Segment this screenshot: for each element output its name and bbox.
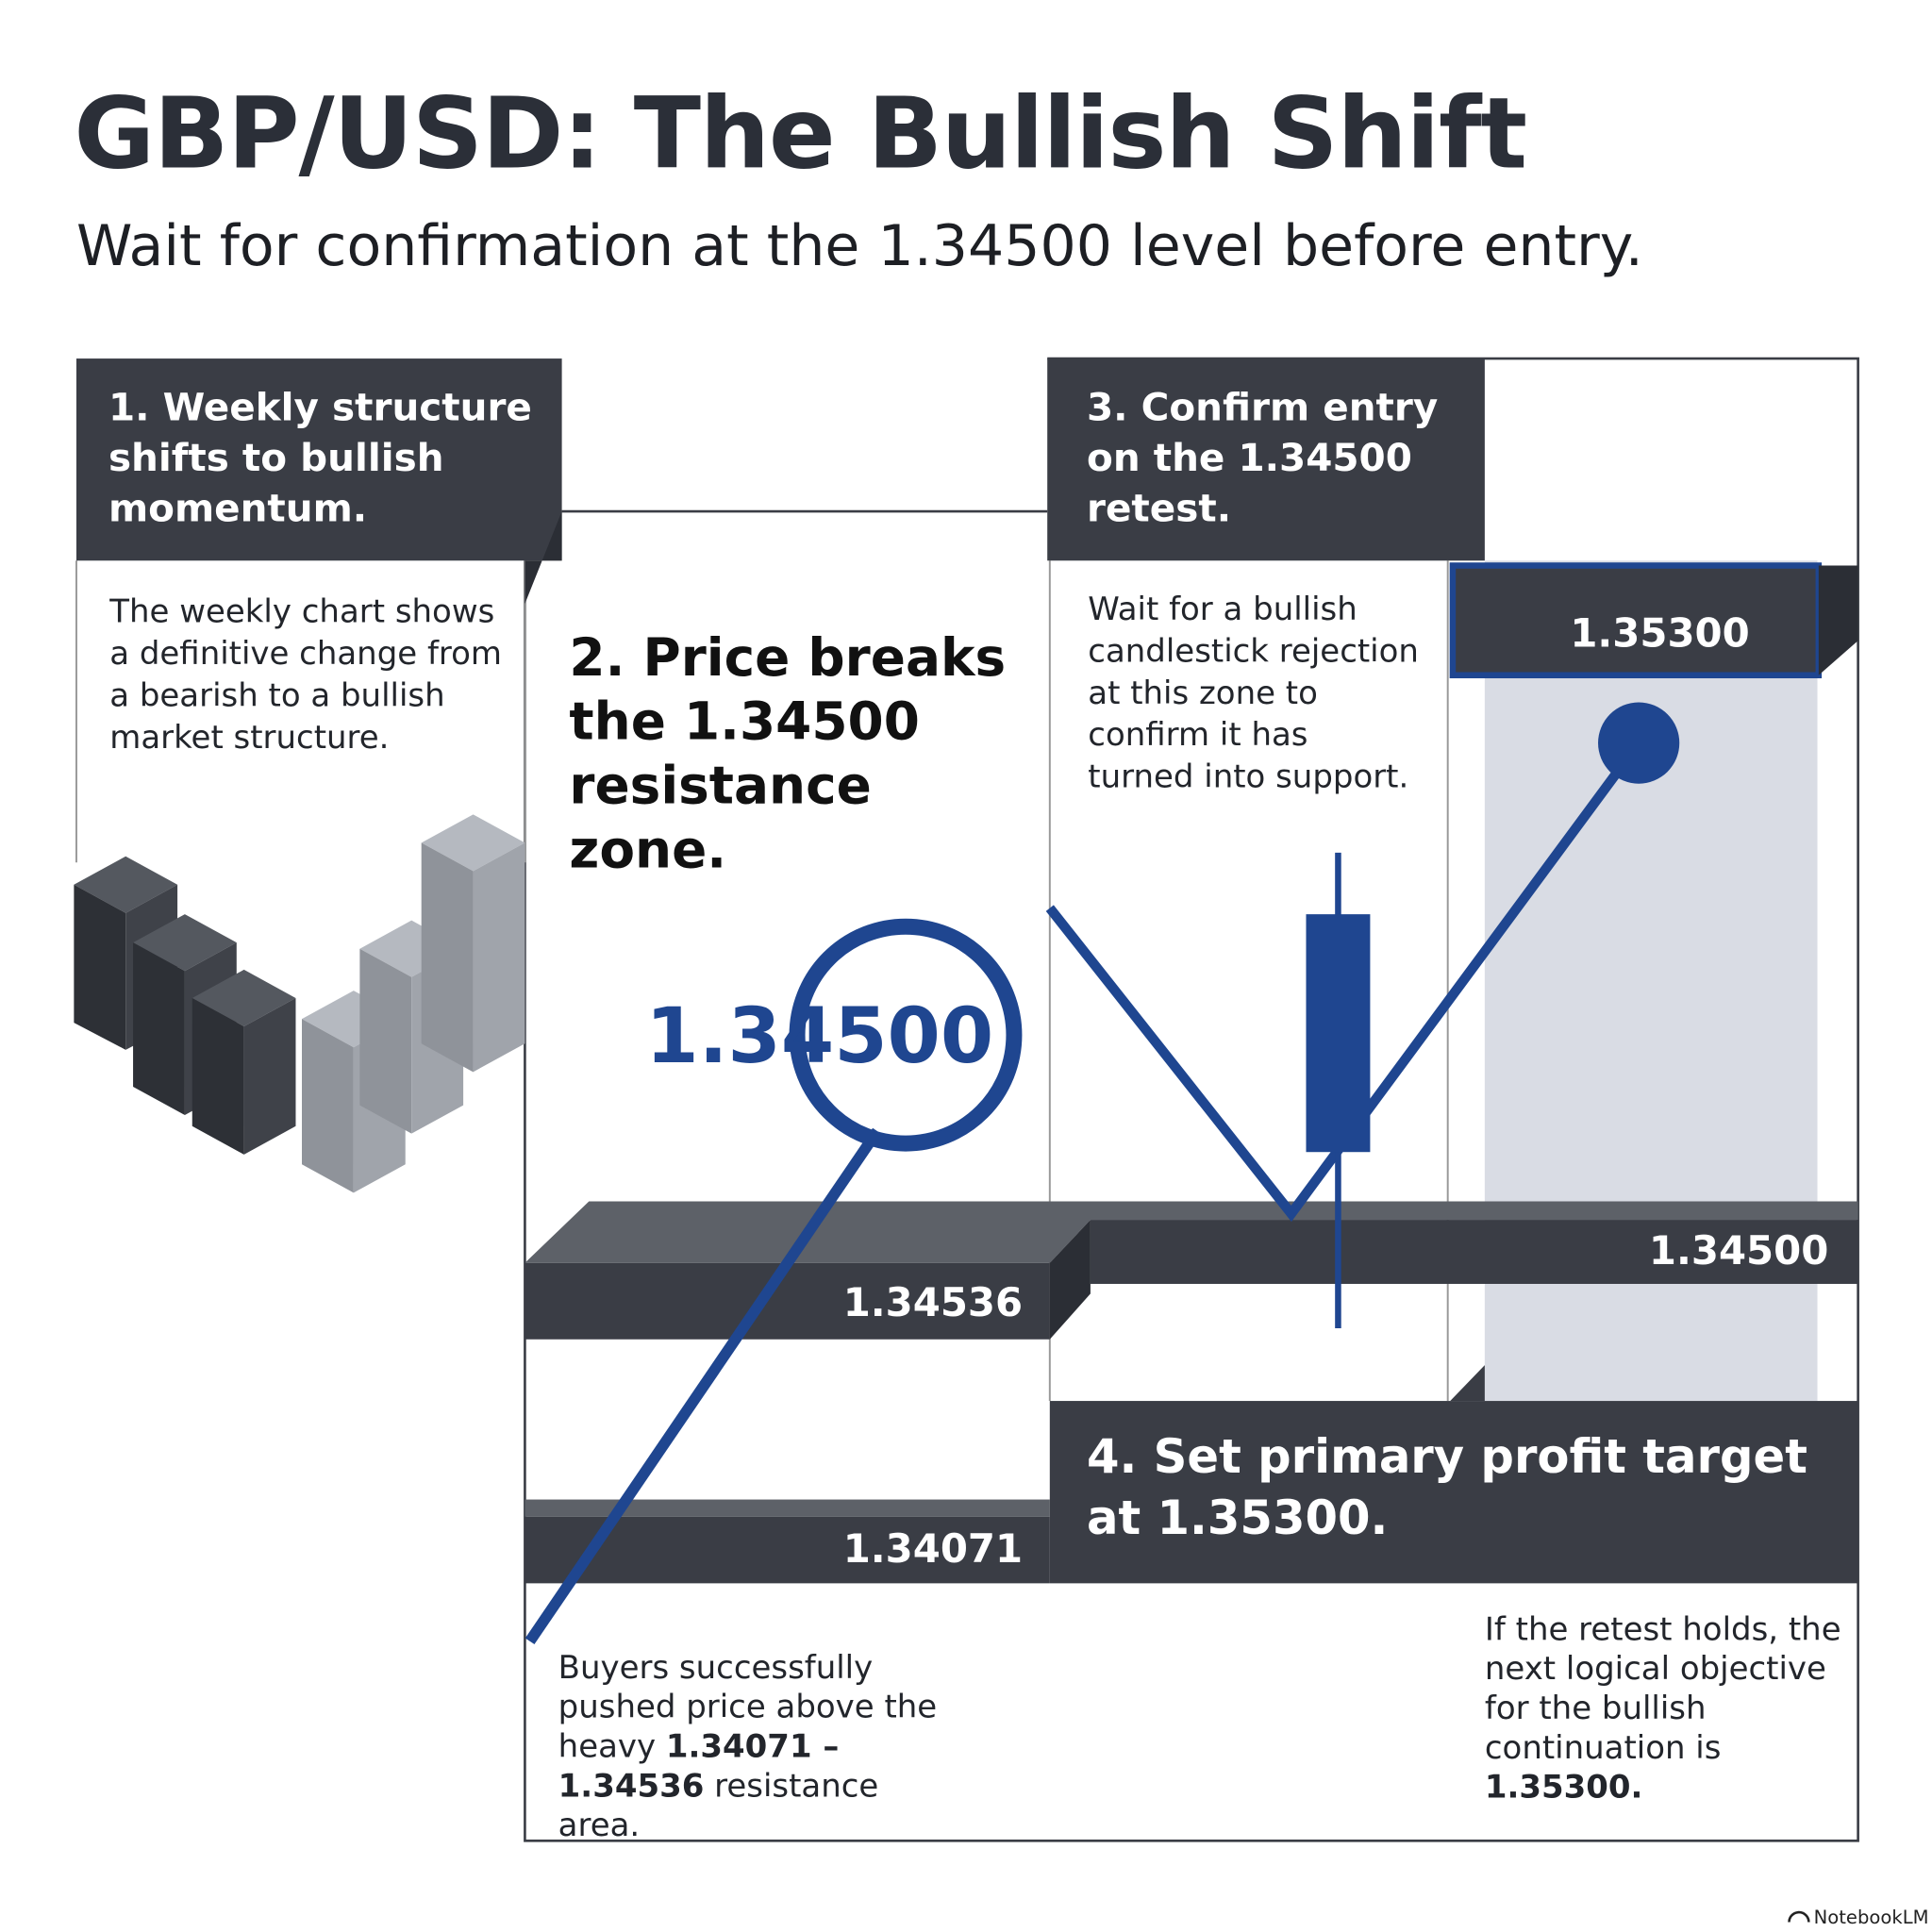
step-body: The weekly chart shows a definitive chan… xyxy=(109,591,509,759)
text: resistance area. xyxy=(558,1768,879,1845)
slab-side xyxy=(1049,1220,1091,1340)
target-box xyxy=(1449,562,1823,679)
target-dot xyxy=(1598,702,1680,784)
candle-body xyxy=(1306,914,1371,1153)
text: If the retest holds, the next logical ob… xyxy=(1484,1611,1841,1767)
title: GBP/USD: The Bullish Shift xyxy=(74,75,1527,192)
step-heading: 4. Set primary profit target at 1.35300. xyxy=(1086,1429,1807,1545)
shade xyxy=(525,511,562,604)
slab-resistance-high xyxy=(525,1262,1050,1340)
level-label: 1.34500 xyxy=(645,991,994,1081)
step1-header-box xyxy=(75,358,562,561)
step-heading: 3. Confirm entry on the 1.34500 retest. xyxy=(1086,385,1439,531)
iso-bars xyxy=(74,814,525,1193)
slab-retest xyxy=(1090,1220,1858,1284)
step-body: Buyers successfully pushed price above t… xyxy=(558,1649,965,1846)
text: Buyers successfully pushed price above t… xyxy=(558,1649,938,1766)
text-bold: 1.35300. xyxy=(1484,1769,1643,1807)
level-label: 1.34071 xyxy=(842,1524,1024,1573)
shade xyxy=(1818,565,1858,675)
step-heading: 2. Price breaks the 1.34500 resistance z… xyxy=(569,626,1007,880)
subtitle: Wait for confirmation at the 1.34500 lev… xyxy=(75,211,1643,279)
text: The weekly chart shows a definitive chan… xyxy=(109,593,502,757)
brand: NotebookLM xyxy=(1813,1906,1929,1929)
frame xyxy=(75,357,1859,1842)
retest-path xyxy=(1045,740,1643,1223)
brand-icon xyxy=(1788,1910,1810,1923)
breakout-ring xyxy=(789,918,1023,1152)
text-bold: 1.34071 – 1.34536 xyxy=(558,1728,840,1806)
level-label: 1.34500 xyxy=(1648,1226,1829,1274)
step-heading: 1. Weekly structure shifts to bullish mo… xyxy=(108,385,532,531)
breakout-line xyxy=(525,1127,882,1645)
text: Wait for a bullish candlestick rejection… xyxy=(1088,591,1419,796)
step-body: Wait for a bullish candlestick rejection… xyxy=(1088,589,1421,798)
step4-box xyxy=(1049,1401,1858,1584)
step-body: If the retest holds, the next logical ob… xyxy=(1485,1610,1842,1807)
level-label: 1.34536 xyxy=(842,1278,1024,1326)
level-label: 1.35300 xyxy=(1570,609,1750,658)
step3-header-box xyxy=(1047,358,1485,561)
slab-top xyxy=(525,1201,1858,1263)
shade xyxy=(1450,1365,1485,1402)
slab-top xyxy=(525,1499,1050,1517)
